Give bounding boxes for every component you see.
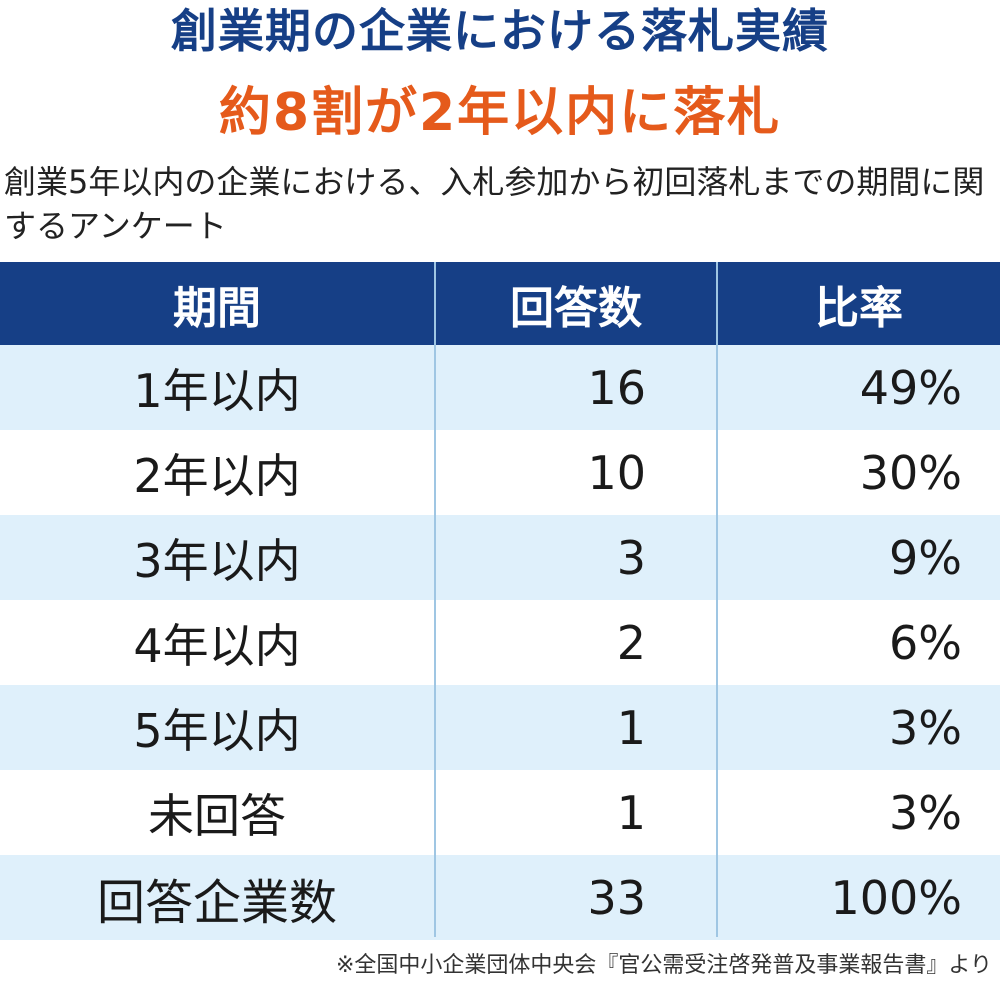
period-cell: 5年以内 — [133, 703, 301, 758]
table-header-row: 期間 回答数 比率 — [0, 262, 1000, 345]
column-divider — [716, 262, 718, 937]
ratio-cell: 30% — [718, 430, 1000, 515]
period-cell: 3年以内 — [133, 533, 301, 588]
count-cell: 3 — [436, 515, 716, 600]
ratio-value: 9% — [889, 530, 962, 585]
page-subtitle: 約8割が2年以内に落札 — [218, 83, 782, 143]
count-cell: 16 — [436, 345, 716, 430]
count-cell: 33 — [436, 855, 716, 940]
period-cell: 4年以内 — [133, 618, 301, 673]
column-divider — [434, 262, 436, 937]
count-cell: 2 — [436, 600, 716, 685]
column-header-period: 期間 — [173, 282, 261, 334]
ratio-value: 30% — [859, 445, 962, 500]
table-row: 未回答 1 3% — [0, 770, 1000, 855]
period-cell: 2年以内 — [133, 448, 301, 503]
table-row: 2年以内 10 30% — [0, 430, 1000, 515]
count-value: 10 — [587, 445, 646, 500]
table-row: 5年以内 1 3% — [0, 685, 1000, 770]
count-value: 1 — [616, 785, 646, 840]
table-row: 1年以内 16 49% — [0, 345, 1000, 430]
count-value: 2 — [616, 615, 646, 670]
column-header-ratio: 比率 — [815, 282, 903, 334]
period-cell: 未回答 — [148, 788, 286, 843]
period-cell: 回答企業数 — [96, 874, 337, 931]
table-total-row: 回答企業数 33 100% — [0, 855, 1000, 940]
ratio-cell: 9% — [718, 515, 1000, 600]
period-cell: 1年以内 — [133, 363, 301, 418]
ratio-value: 3% — [889, 700, 962, 755]
ratio-value: 100% — [830, 870, 962, 925]
ratio-value: 49% — [859, 360, 962, 415]
table-row: 3年以内 3 9% — [0, 515, 1000, 600]
ratio-cell: 3% — [718, 770, 1000, 855]
ratio-cell: 100% — [718, 855, 1000, 940]
table-row: 4年以内 2 6% — [0, 600, 1000, 685]
count-value: 16 — [587, 360, 646, 415]
count-value: 33 — [587, 870, 646, 925]
count-cell: 10 — [436, 430, 716, 515]
ratio-value: 6% — [889, 615, 962, 670]
source-note: ※全国中小企業団体中央会『官公需受注啓発普及事業報告書』より — [336, 953, 992, 978]
survey-description: 創業5年以内の企業における、入札参加から初回落札までの期間に関するアンケート — [4, 163, 985, 245]
count-cell: 1 — [436, 685, 716, 770]
ratio-cell: 49% — [718, 345, 1000, 430]
results-table: 期間 回答数 比率 1年以内 16 49% 2年以内 10 30% 3年以内 3 9% 4年以内 2… — [0, 262, 1000, 940]
page-title: 創業期の企業における落札実績 — [171, 4, 829, 58]
ratio-cell: 6% — [718, 600, 1000, 685]
count-value: 3 — [616, 530, 646, 585]
count-value: 1 — [616, 700, 646, 755]
count-cell: 1 — [436, 770, 716, 855]
ratio-cell: 3% — [718, 685, 1000, 770]
ratio-value: 3% — [889, 785, 962, 840]
column-header-count: 回答数 — [510, 282, 642, 334]
